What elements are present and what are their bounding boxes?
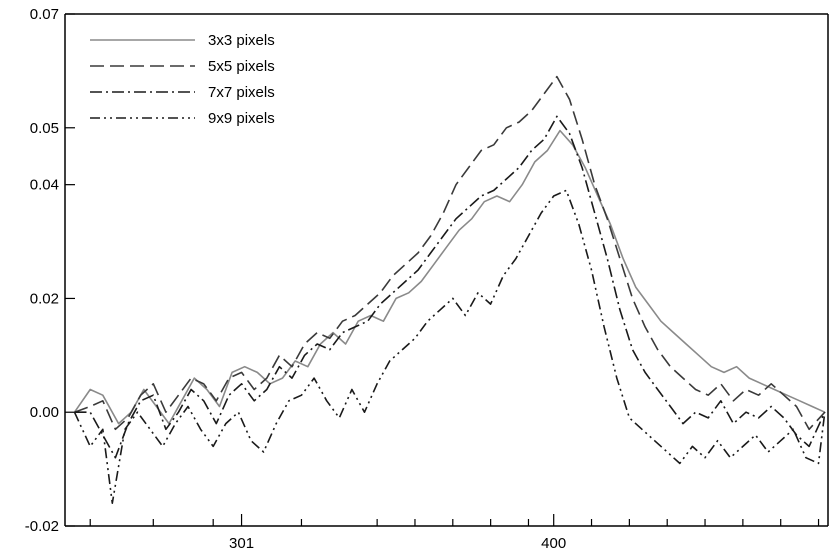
series-line-1 <box>73 129 826 425</box>
y-tick-label: 0.02 <box>30 290 59 307</box>
x-tick-label: 301 <box>229 535 254 552</box>
y-tick-label: 0.07 <box>30 6 59 23</box>
legend: 3x3 pixels 5x5 pixels 7x7 pixels 9x9 pixels <box>90 32 275 127</box>
series-line-4 <box>73 189 826 504</box>
y-tick-label: -0.02 <box>25 518 59 535</box>
series-line-2 <box>74 75 826 431</box>
legend-label-3: 7x7 pixels <box>208 84 275 101</box>
legend-label-1: 3x3 pixels <box>208 32 275 49</box>
series-lines <box>73 75 826 504</box>
x-axis-ticks: 301 400 <box>89 514 820 552</box>
legend-label-2: 5x5 pixels <box>208 58 275 75</box>
y-tick-label: 0.05 <box>30 120 59 137</box>
x-tick-label: 400 <box>541 535 566 552</box>
y-axis-ticks: 0.07 0.05 0.04 0.02 0.00 -0.02 <box>25 6 75 535</box>
legend-label-4: 9x9 pixels <box>208 110 275 127</box>
plot-frame <box>64 13 829 527</box>
y-tick-label: 0.04 <box>30 177 59 194</box>
y-tick-label: 0.00 <box>30 404 59 421</box>
